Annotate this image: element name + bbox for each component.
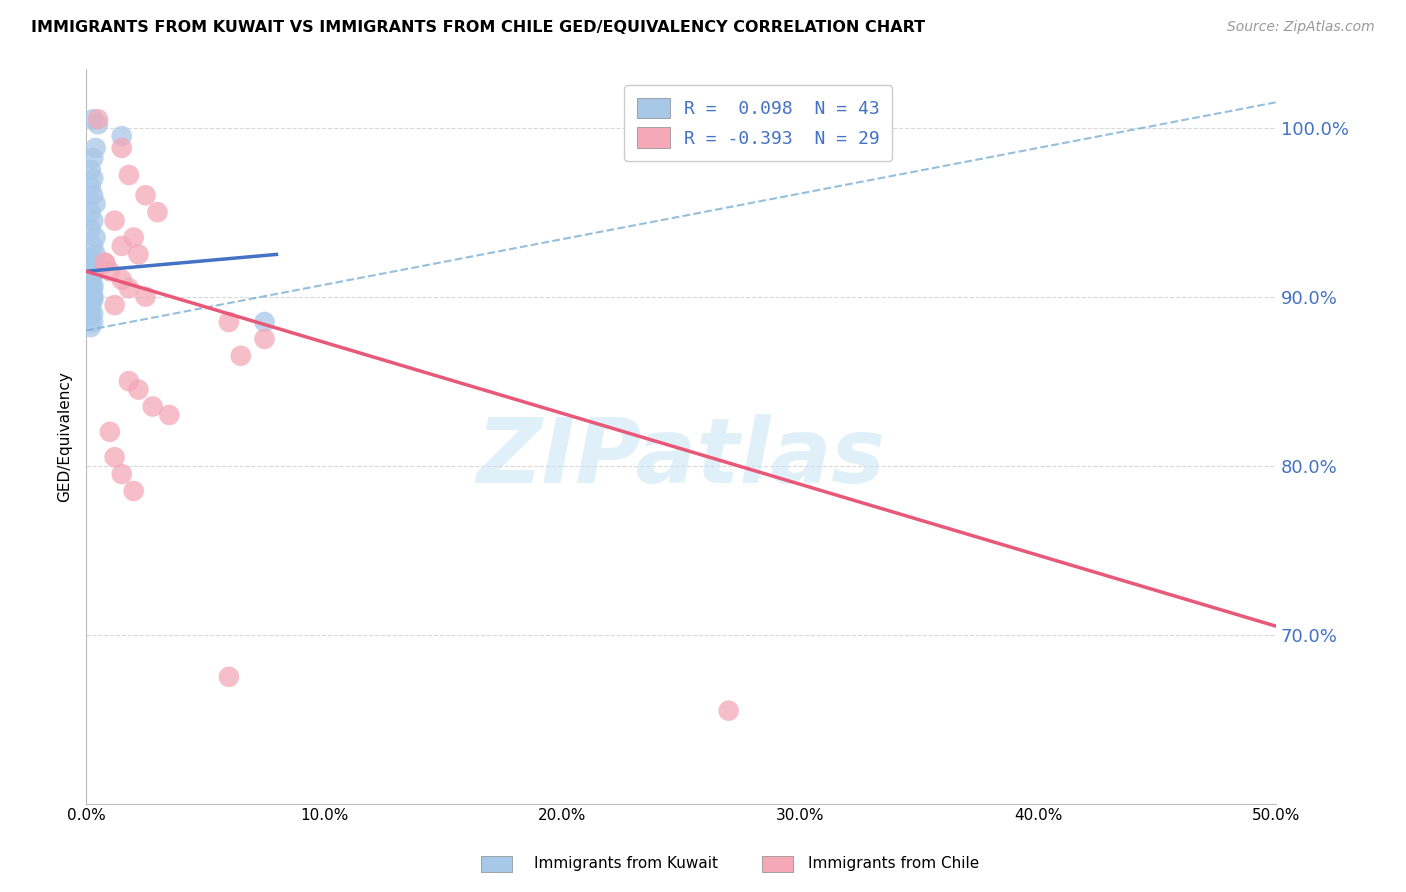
Point (84, 230, 107, 244)
Point (80, 269, 103, 284)
Point (118, 168, 141, 182)
Point (87, 117, 110, 131)
Point (127, 383, 149, 397)
Point (82, 277, 104, 292)
Point (80, 320, 103, 334)
Point (80, 298, 103, 312)
Point (111, 129, 134, 144)
Bar (762, 856, 793, 872)
Point (82, 188, 104, 202)
Point (80, 264, 103, 278)
Point (122, 483, 145, 498)
Point (80, 222, 103, 236)
Point (82, 213, 104, 227)
Text: Immigrants from Kuwait: Immigrants from Kuwait (534, 856, 718, 871)
Point (104, 450, 127, 465)
Point (80, 162, 103, 177)
Point (82, 266, 104, 280)
Point (80, 303, 103, 318)
Point (80, 293, 103, 307)
Text: Immigrants from Chile: Immigrants from Chile (808, 856, 980, 871)
Point (122, 230, 145, 244)
Point (82, 239, 104, 253)
Point (82, 290, 104, 304)
Point (87, 112, 110, 127)
Point (253, 315, 276, 329)
Point (84, 247, 107, 261)
Text: Source: ZipAtlas.com: Source: ZipAtlas.com (1227, 20, 1375, 34)
Point (80, 285, 103, 299)
Point (118, 281, 141, 295)
Point (94, 256, 117, 270)
Point (84, 141, 107, 155)
Point (82, 268, 104, 282)
Point (82, 151, 104, 165)
Point (80, 310, 103, 324)
Point (146, 205, 169, 219)
Point (80, 281, 103, 295)
Point (80, 259, 103, 273)
Point (80, 205, 103, 219)
Point (80, 276, 103, 290)
Point (82, 281, 104, 295)
Point (82, 307, 104, 321)
Point (229, 349, 252, 363)
Point (82, 315, 104, 329)
Point (135, 290, 157, 304)
Point (135, 188, 157, 202)
Point (127, 247, 149, 261)
Point (104, 298, 127, 312)
Legend: R =  0.098  N = 43, R = -0.393  N = 29: R = 0.098 N = 43, R = -0.393 N = 29 (624, 85, 893, 161)
Point (111, 273, 134, 287)
Point (717, 704, 740, 718)
Point (80, 273, 103, 287)
Bar (481, 856, 512, 872)
Point (98, 425, 121, 439)
Point (82, 112, 104, 127)
Text: ZIPatlas: ZIPatlas (477, 414, 886, 502)
Point (218, 315, 240, 329)
Point (80, 179, 103, 194)
Point (80, 273, 103, 287)
Point (253, 332, 276, 346)
Point (111, 467, 134, 481)
Point (82, 293, 104, 307)
Point (80, 298, 103, 312)
Y-axis label: GED/Equivalency: GED/Equivalency (58, 371, 72, 501)
Text: IMMIGRANTS FROM KUWAIT VS IMMIGRANTS FROM CHILE GED/EQUIVALENCY CORRELATION CHAR: IMMIGRANTS FROM KUWAIT VS IMMIGRANTS FRO… (31, 20, 925, 35)
Point (82, 171, 104, 186)
Point (104, 213, 127, 227)
Point (218, 670, 240, 684)
Point (94, 256, 117, 270)
Point (142, 400, 165, 414)
Point (82, 256, 104, 270)
Point (80, 286, 103, 301)
Point (157, 408, 180, 422)
Point (118, 374, 141, 388)
Point (111, 141, 134, 155)
Point (82, 290, 104, 304)
Point (98, 264, 121, 278)
Point (80, 251, 103, 265)
Point (84, 196, 107, 211)
Point (111, 239, 134, 253)
